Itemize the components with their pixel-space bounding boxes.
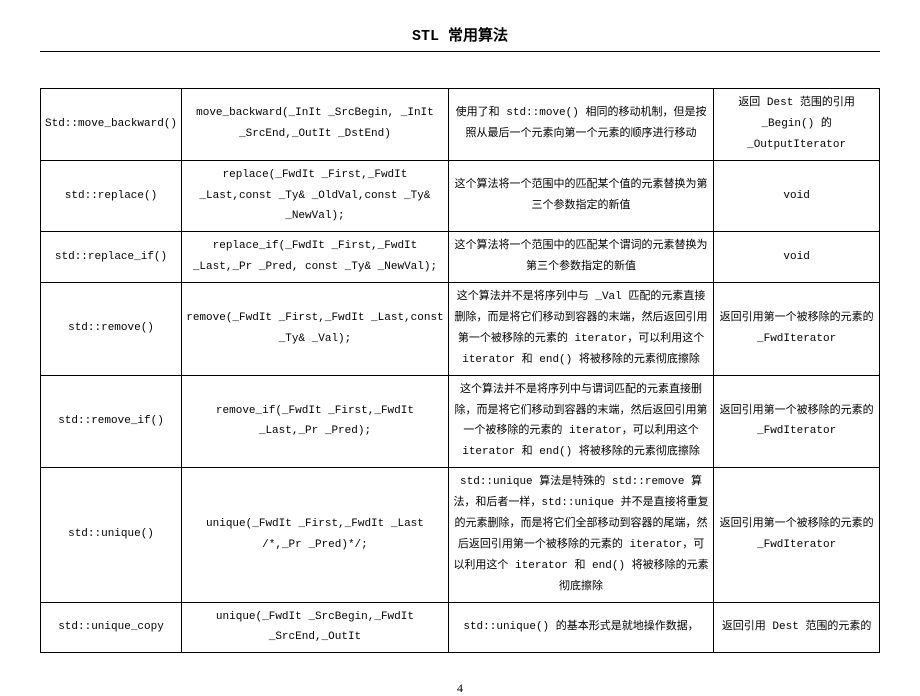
cell-ret: 返回引用第一个被移除的元素的 _FwdIterator xyxy=(714,468,880,602)
table-row: Std::move_backward() move_backward(_InIt… xyxy=(41,89,880,161)
cell-fn: std::replace_if() xyxy=(41,232,182,283)
table-row: std::unique_copy unique(_FwdIt _SrcBegin… xyxy=(41,602,880,653)
algorithms-table: Std::move_backward() move_backward(_InIt… xyxy=(40,88,880,653)
document-page: STL 常用算法 Std::move_backward() move_backw… xyxy=(0,0,920,696)
cell-desc: 使用了和 std::move() 相同的移动机制，但是按照从最后一个元素向第一个… xyxy=(448,89,713,161)
cell-desc: std::unique 算法是特殊的 std::remove 算法，和后者一样，… xyxy=(448,468,713,602)
cell-desc: std::unique() 的基本形式是就地操作数据， xyxy=(448,602,713,653)
cell-ret: 返回 Dest 范围的引用 _Begin() 的 _OutputIterator xyxy=(714,89,880,161)
table-row: std::remove_if() remove_if(_FwdIt _First… xyxy=(41,375,880,468)
cell-sig: unique(_FwdIt _SrcBegin,_FwdIt _SrcEnd,_… xyxy=(182,602,449,653)
cell-ret: void xyxy=(714,160,880,232)
cell-fn: std::unique_copy xyxy=(41,602,182,653)
table-row: std::replace_if() replace_if(_FwdIt _Fir… xyxy=(41,232,880,283)
cell-desc: 这个算法将一个范围中的匹配某个谓词的元素替换为第三个参数指定的新值 xyxy=(448,232,713,283)
cell-desc: 这个算法并不是将序列中与谓词匹配的元素直接删除，而是将它们移动到容器的末端，然后… xyxy=(448,375,713,468)
cell-sig: remove(_FwdIt _First,_FwdIt _Last,const … xyxy=(182,283,449,376)
cell-sig: remove_if(_FwdIt _First,_FwdIt _Last,_Pr… xyxy=(182,375,449,468)
cell-ret: 返回引用第一个被移除的元素的 _FwdIterator xyxy=(714,375,880,468)
table-row: std::replace() replace(_FwdIt _First,_Fw… xyxy=(41,160,880,232)
cell-sig: replace_if(_FwdIt _First,_FwdIt _Last,_P… xyxy=(182,232,449,283)
cell-fn: std::unique() xyxy=(41,468,182,602)
page-number: 4 xyxy=(40,681,880,696)
cell-ret: void xyxy=(714,232,880,283)
cell-desc: 这个算法并不是将序列中与 _Val 匹配的元素直接删除，而是将它们移动到容器的末… xyxy=(448,283,713,376)
cell-fn: std::remove_if() xyxy=(41,375,182,468)
page-title: STL 常用算法 xyxy=(40,24,880,45)
cell-ret: 返回引用 Dest 范围的元素的 xyxy=(714,602,880,653)
table-row: std::remove() remove(_FwdIt _First,_FwdI… xyxy=(41,283,880,376)
cell-fn: std::replace() xyxy=(41,160,182,232)
cell-sig: replace(_FwdIt _First,_FwdIt _Last,const… xyxy=(182,160,449,232)
cell-ret: 返回引用第一个被移除的元素的 _FwdIterator xyxy=(714,283,880,376)
cell-sig: unique(_FwdIt _First,_FwdIt _Last /*,_Pr… xyxy=(182,468,449,602)
cell-fn: Std::move_backward() xyxy=(41,89,182,161)
table-row: std::unique() unique(_FwdIt _First,_FwdI… xyxy=(41,468,880,602)
cell-sig: move_backward(_InIt _SrcBegin, _InIt _Sr… xyxy=(182,89,449,161)
cell-fn: std::remove() xyxy=(41,283,182,376)
title-divider xyxy=(40,51,880,52)
cell-desc: 这个算法将一个范围中的匹配某个值的元素替换为第三个参数指定的新值 xyxy=(448,160,713,232)
